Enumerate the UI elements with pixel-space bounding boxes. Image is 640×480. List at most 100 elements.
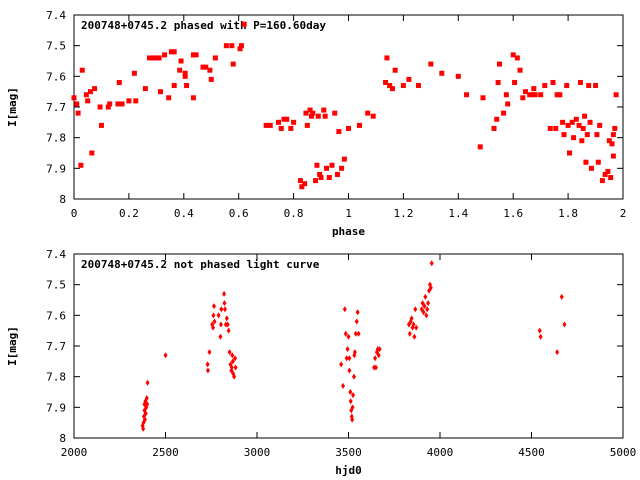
data-point bbox=[219, 306, 224, 313]
data-point bbox=[168, 49, 174, 55]
data-point bbox=[238, 43, 244, 49]
data-point bbox=[166, 95, 172, 101]
data-point bbox=[477, 144, 483, 150]
data-point bbox=[131, 70, 137, 76]
data-point bbox=[97, 104, 103, 110]
data-point bbox=[412, 333, 417, 340]
data-point bbox=[341, 382, 346, 389]
data-point bbox=[608, 175, 614, 181]
data-point bbox=[263, 122, 269, 128]
data-point bbox=[392, 67, 398, 73]
x-tick-label: 5000 bbox=[610, 446, 637, 459]
data-point bbox=[495, 79, 501, 85]
x-tick-label: 2000 bbox=[61, 446, 88, 459]
data-point bbox=[212, 55, 218, 61]
data-point bbox=[116, 79, 122, 85]
data-point bbox=[599, 178, 605, 184]
data-point bbox=[529, 92, 535, 98]
data-point bbox=[355, 309, 360, 316]
x-tick-label: 4000 bbox=[427, 446, 454, 459]
unphased-light-curve-panel: 2000 2500 3000 3500 4000 4500 5000 7.4 7.5 7.6 7.7… bbox=[6, 248, 636, 477]
data-point bbox=[229, 364, 234, 371]
data-point bbox=[324, 165, 330, 171]
data-point bbox=[428, 61, 434, 67]
plot-frame bbox=[73, 14, 624, 200]
data-point bbox=[211, 324, 216, 331]
data-point bbox=[583, 159, 589, 165]
data-point bbox=[119, 101, 125, 107]
phased-light-curve-panel: 0 0.2 0.4 0.6 0.8 1 1.2 1.4 1.6 1.8 2 7.4 7.5 7.6 7.7 7… bbox=[6, 9, 626, 238]
data-point bbox=[190, 95, 196, 101]
data-point bbox=[538, 92, 544, 98]
data-point bbox=[310, 110, 316, 116]
data-point bbox=[480, 95, 486, 101]
data-point bbox=[531, 86, 537, 92]
data-point bbox=[303, 110, 309, 116]
data-point bbox=[75, 110, 81, 116]
data-point bbox=[588, 165, 594, 171]
data-point bbox=[211, 303, 216, 310]
data-point bbox=[115, 101, 121, 107]
data-point bbox=[203, 64, 209, 70]
data-point bbox=[267, 122, 273, 128]
data-point bbox=[421, 309, 426, 316]
data-point bbox=[156, 55, 162, 61]
chart-title: 200748+0745.2 not phased light curve bbox=[81, 258, 320, 271]
data-point bbox=[142, 86, 148, 92]
data-point bbox=[609, 141, 615, 147]
data-point bbox=[538, 333, 543, 340]
data-point bbox=[597, 122, 603, 128]
data-point bbox=[407, 330, 412, 337]
data-point bbox=[554, 92, 560, 98]
y-tick-label: 8 bbox=[59, 432, 66, 445]
data-point bbox=[577, 79, 583, 85]
data-point bbox=[569, 119, 575, 125]
data-point bbox=[532, 92, 538, 98]
x-axis-label: hjd0 bbox=[335, 464, 362, 477]
data-point bbox=[157, 89, 163, 95]
data-point bbox=[348, 398, 353, 405]
data-point bbox=[87, 89, 93, 95]
data-point bbox=[350, 404, 355, 411]
data-point bbox=[517, 67, 523, 73]
y-tick-label: 7.9 bbox=[46, 401, 66, 414]
x-axis-label: phase bbox=[332, 225, 365, 238]
data-point bbox=[606, 138, 612, 144]
x-tick-label: 1.8 bbox=[558, 207, 578, 220]
data-point bbox=[610, 153, 616, 159]
data-point bbox=[193, 52, 199, 58]
data-point bbox=[505, 101, 511, 107]
data-point bbox=[348, 389, 353, 395]
data-point bbox=[222, 306, 227, 313]
plot-frame bbox=[73, 253, 624, 439]
data-point bbox=[377, 346, 382, 353]
data-point bbox=[222, 290, 227, 297]
y-tick-label: 7.7 bbox=[46, 101, 66, 114]
data-point bbox=[566, 150, 572, 156]
x-tick-label: 2 bbox=[620, 207, 627, 220]
data-point bbox=[229, 43, 235, 49]
data-point bbox=[74, 101, 80, 107]
data-point bbox=[354, 318, 359, 325]
data-point bbox=[226, 327, 231, 334]
data-point bbox=[550, 79, 556, 85]
y-tick-label: 7.5 bbox=[46, 279, 66, 292]
y-tick-label: 7.4 bbox=[46, 248, 66, 261]
data-point bbox=[439, 70, 445, 76]
data-point bbox=[510, 52, 516, 58]
data-point bbox=[542, 83, 548, 89]
x-tick-label: 0.2 bbox=[119, 207, 139, 220]
data-point bbox=[92, 86, 98, 92]
data-point bbox=[302, 181, 308, 187]
data-point bbox=[595, 159, 601, 165]
data-point bbox=[78, 162, 84, 168]
x-tick-label: 1 bbox=[345, 207, 352, 220]
y-tick-label: 7.8 bbox=[46, 132, 66, 145]
x-tick-label: 1.6 bbox=[503, 207, 523, 220]
data-point bbox=[356, 122, 362, 128]
data-point bbox=[145, 379, 150, 386]
data-point bbox=[594, 132, 600, 138]
data-point bbox=[230, 61, 236, 67]
data-point bbox=[612, 125, 618, 131]
data-point bbox=[586, 83, 592, 89]
